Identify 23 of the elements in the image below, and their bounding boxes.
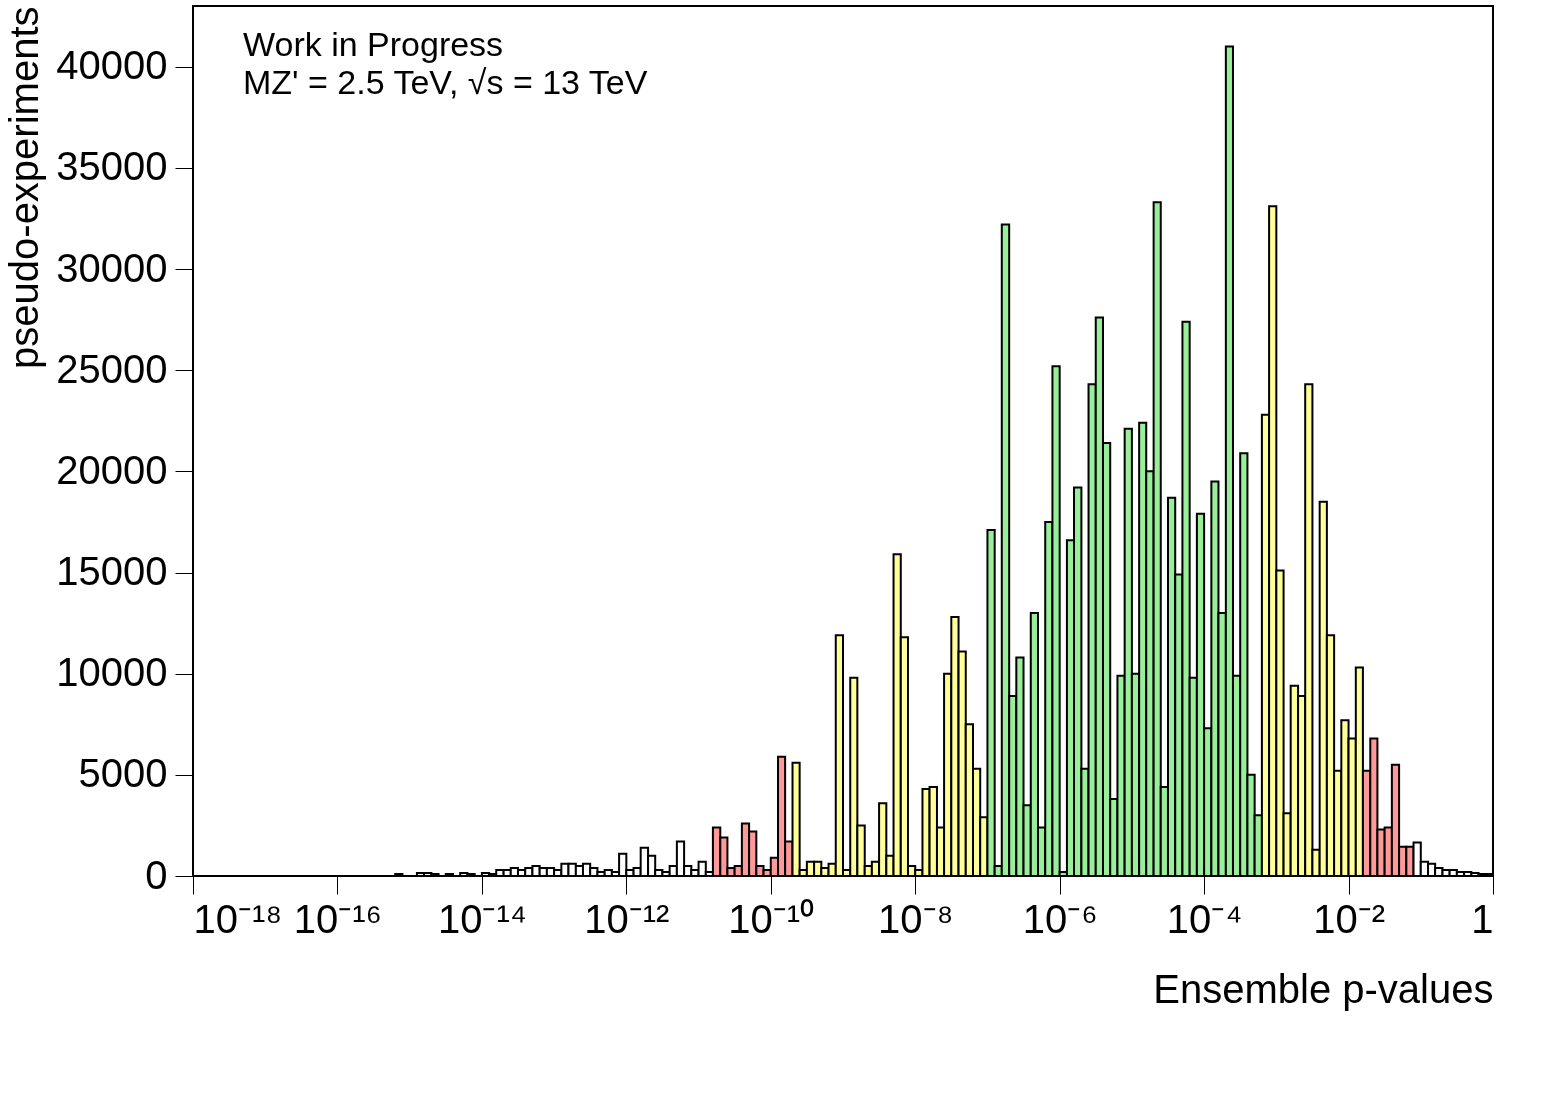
y-tick-label: 10000: [56, 650, 168, 695]
y-tick-label: 25000: [56, 346, 168, 391]
y-tick-label: 0: [145, 852, 168, 897]
x-tick-label: 10⁻⁸: [878, 896, 954, 941]
x-tick-label: 1: [1471, 896, 1494, 941]
x-tick-label: 10⁻⁶: [1022, 896, 1098, 941]
annotation: MZ' = 2.5 TeV, √s = 13 TeV: [243, 63, 648, 101]
x-tick-label: 10⁻²: [1313, 896, 1385, 941]
annotation: Work in Progress: [243, 25, 504, 63]
y-tick-label: 15000: [56, 549, 168, 594]
x-tick-label: 10⁻¹²: [584, 896, 670, 941]
y-tick-label: 5000: [78, 751, 168, 796]
x-tick-label: 10⁻¹⁶: [293, 896, 383, 941]
y-tick-label: 20000: [56, 447, 168, 492]
y-tick-label: 40000: [56, 43, 168, 88]
x-tick-label: 10⁻¹⁴: [437, 896, 527, 941]
y-axis-title: pseudo-experiments: [2, 6, 47, 369]
x-tick-label: 10⁻⁴: [1166, 896, 1243, 941]
y-tick-label: 30000: [56, 245, 168, 290]
x-tick-label: 10⁻¹⁰: [728, 896, 815, 941]
x-tick-label: 10⁻¹⁸: [193, 896, 283, 941]
y-tick-label: 35000: [56, 144, 168, 189]
x-axis-title: Ensemble p-values: [1153, 966, 1494, 1011]
